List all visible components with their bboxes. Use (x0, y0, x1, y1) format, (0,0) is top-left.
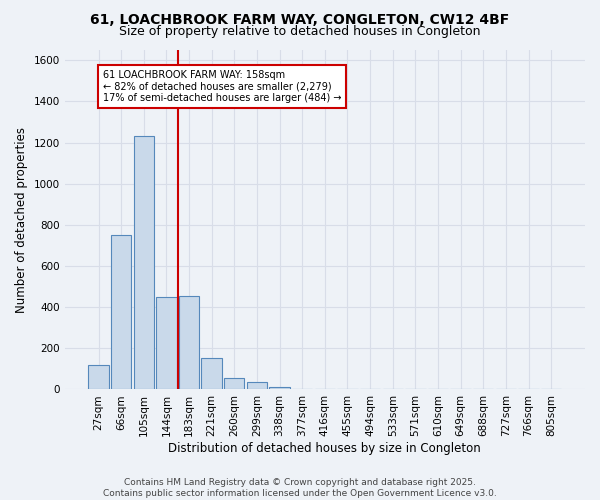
Text: 61, LOACHBROOK FARM WAY, CONGLETON, CW12 4BF: 61, LOACHBROOK FARM WAY, CONGLETON, CW12… (91, 12, 509, 26)
Bar (202, 358, 222, 390)
Text: 61 LOACHBROOK FARM WAY: 158sqm
← 82% of detached houses are smaller (2,279)
17% : 61 LOACHBROOK FARM WAY: 158sqm ← 82% of … (103, 70, 341, 102)
Bar (247, 382, 267, 390)
Bar (134, 136, 154, 390)
X-axis label: Distribution of detached houses by size in Congleton: Distribution of detached houses by size … (169, 442, 481, 455)
Bar (156, 297, 176, 390)
Text: Contains HM Land Registry data © Crown copyright and database right 2025.
Contai: Contains HM Land Registry data © Crown c… (103, 478, 497, 498)
Y-axis label: Number of detached properties: Number of detached properties (15, 126, 28, 312)
Bar (111, 235, 131, 390)
Text: Size of property relative to detached houses in Congleton: Size of property relative to detached ho… (119, 25, 481, 38)
Bar (179, 296, 199, 390)
Bar (88, 365, 109, 390)
Bar (224, 378, 244, 390)
Bar (269, 388, 290, 390)
